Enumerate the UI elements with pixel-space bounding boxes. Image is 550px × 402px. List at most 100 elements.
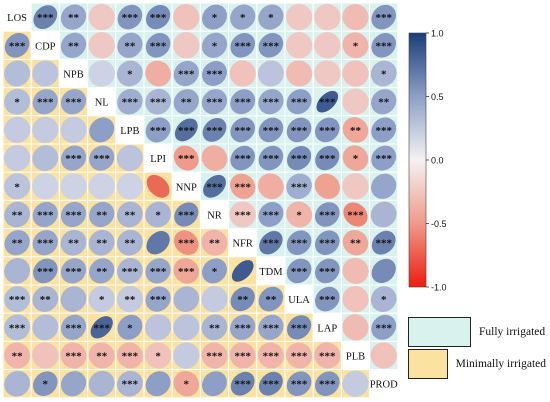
correlation-ellipse xyxy=(32,286,59,312)
significance-stars: *** xyxy=(150,294,167,306)
correlation-ellipse xyxy=(370,286,397,312)
significance-stars: *** xyxy=(122,97,139,109)
variable-label: LOS xyxy=(7,13,27,24)
correlation-ellipse xyxy=(117,370,143,397)
correlation-ellipse xyxy=(316,90,339,113)
correlation-ellipse xyxy=(145,201,171,228)
correlation-ellipse xyxy=(315,258,340,284)
significance-stars: ** xyxy=(40,294,52,306)
significance-stars: * xyxy=(381,294,387,306)
correlation-ellipse xyxy=(229,60,256,87)
correlation-ellipse xyxy=(230,371,255,396)
significance-stars: * xyxy=(127,69,133,81)
correlation-ellipse xyxy=(286,145,312,171)
significance-stars: *** xyxy=(375,40,392,52)
significance-stars: *** xyxy=(319,266,336,278)
significance-stars: ** xyxy=(12,351,24,363)
matrix-cell xyxy=(2,2,32,32)
correlation-ellipse xyxy=(32,342,59,369)
colorbar xyxy=(408,32,427,288)
correlation-ellipse xyxy=(145,60,171,87)
variable-label: LPB xyxy=(120,126,139,137)
correlation-ellipse xyxy=(173,342,200,369)
correlation-ellipse xyxy=(146,174,170,198)
correlation-ellipse xyxy=(4,230,30,256)
significance-stars: *** xyxy=(9,294,26,306)
correlation-ellipse xyxy=(117,258,143,284)
correlation-ellipse xyxy=(173,314,200,341)
correlation-ellipse xyxy=(174,118,198,142)
correlation-ellipse xyxy=(88,32,115,59)
correlation-ellipse xyxy=(258,314,284,340)
significance-stars: * xyxy=(14,181,20,193)
correlation-ellipse xyxy=(202,61,227,86)
correlation-ellipse xyxy=(116,342,143,369)
correlation-ellipse xyxy=(314,60,341,87)
correlation-ellipse xyxy=(342,4,369,31)
significance-stars: *** xyxy=(291,266,308,278)
significance-stars: *** xyxy=(206,125,223,137)
significance-stars: * xyxy=(14,97,20,109)
significance-stars: *** xyxy=(263,97,280,109)
significance-stars: *** xyxy=(9,40,26,52)
correlation-ellipse xyxy=(259,371,283,396)
correlation-ellipse xyxy=(4,314,31,341)
significance-stars: *** xyxy=(122,266,139,278)
correlation-ellipse xyxy=(60,32,87,58)
correlation-ellipse xyxy=(342,173,369,200)
correlation-ellipse xyxy=(173,89,199,115)
correlation-ellipse xyxy=(285,32,313,59)
significance-stars: ** xyxy=(237,294,249,306)
correlation-ellipse xyxy=(4,286,31,313)
variable-label: ULA xyxy=(288,295,310,306)
correlation-ellipse xyxy=(116,145,143,172)
matrix-cell xyxy=(228,228,258,258)
correlation-ellipse xyxy=(4,342,31,369)
correlation-ellipse xyxy=(144,342,172,369)
correlation-ellipse xyxy=(88,285,115,313)
significance-stars: *** xyxy=(375,153,392,165)
legend-swatch-minimally-irrigated xyxy=(408,349,448,379)
correlation-ellipse xyxy=(116,173,144,200)
correlation-ellipse xyxy=(174,202,199,227)
correlation-ellipse xyxy=(315,117,340,143)
significance-stars: *** xyxy=(291,125,308,137)
significance-stars: *** xyxy=(234,40,251,52)
correlation-ellipse xyxy=(33,371,58,396)
correlation-ellipse xyxy=(286,201,313,228)
correlation-ellipse xyxy=(145,117,171,143)
significance-stars: *** xyxy=(319,379,336,391)
correlation-ellipse xyxy=(32,116,59,144)
correlation-ellipse xyxy=(342,145,369,171)
significance-stars: *** xyxy=(319,153,336,165)
correlation-ellipse xyxy=(203,174,226,198)
correlation-ellipse xyxy=(60,173,87,200)
correlation-ellipse xyxy=(258,145,284,171)
significance-stars: *** xyxy=(122,12,139,24)
significance-stars: *** xyxy=(263,40,280,52)
significance-stars: ** xyxy=(265,294,277,306)
significance-stars: *** xyxy=(319,238,336,250)
correlation-ellipse xyxy=(88,60,115,87)
significance-stars: *** xyxy=(65,210,82,222)
correlation-ellipse xyxy=(60,258,87,284)
correlation-ellipse xyxy=(4,88,31,115)
significance-stars: ** xyxy=(96,351,108,363)
significance-stars: *** xyxy=(375,12,392,24)
correlation-ellipse xyxy=(145,371,171,397)
significance-stars: *** xyxy=(291,153,308,165)
correlation-ellipse xyxy=(32,89,58,115)
correlation-ellipse xyxy=(60,89,87,115)
correlation-ellipse xyxy=(342,370,369,397)
correlation-ellipse xyxy=(370,342,397,369)
correlation-ellipse xyxy=(3,144,31,172)
correlation-ellipse xyxy=(89,145,115,171)
significance-stars: ** xyxy=(12,210,24,222)
significance-stars: *** xyxy=(37,97,54,109)
correlation-ellipse xyxy=(173,258,200,284)
correlation-ellipse xyxy=(173,370,200,397)
significance-stars: *** xyxy=(234,97,251,109)
correlation-ellipse xyxy=(371,230,396,255)
correlation-ellipse xyxy=(342,60,369,87)
significance-stars: * xyxy=(353,40,359,52)
